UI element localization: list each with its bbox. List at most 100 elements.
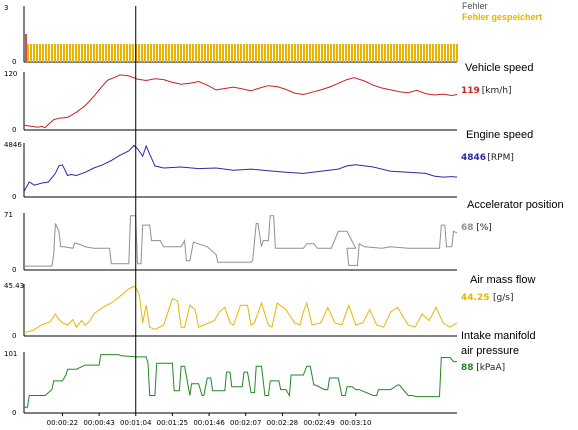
- fault-bar: [336, 44, 338, 62]
- fault-bar: [435, 44, 437, 62]
- y-tick-max: 3: [4, 4, 8, 12]
- y-tick-max: 120: [4, 70, 17, 78]
- panel-vehicle_speed: 120 0: [4, 70, 458, 134]
- fault-bar: [27, 44, 29, 62]
- fault-bar: [402, 44, 404, 62]
- fault-bar: [132, 44, 134, 62]
- fault-bar: [396, 44, 398, 62]
- fault-bar: [393, 44, 395, 62]
- fault-bar: [108, 44, 110, 62]
- fault-bar: [156, 44, 158, 62]
- fault-bar: [231, 44, 233, 62]
- fault-bar: [30, 44, 32, 62]
- fault-bar: [201, 44, 203, 62]
- fault-bar: [114, 44, 116, 62]
- y-tick-max: 71: [4, 211, 13, 219]
- fault-bar: [153, 44, 155, 62]
- x-tick-label: 00:01:25: [157, 419, 188, 427]
- channel-title: Air mass flow: [470, 274, 535, 286]
- fault-bar: [99, 44, 101, 62]
- fault-bar: [102, 44, 104, 62]
- fault-bar: [189, 44, 191, 62]
- series-line-engine_speed: [23, 144, 458, 192]
- readout-unit: [g/s]: [493, 293, 513, 303]
- x-tick-label: 00:01:04: [120, 419, 152, 427]
- fault-bar: [411, 44, 413, 62]
- y-tick-max: 101: [4, 350, 17, 358]
- fault-bar: [63, 44, 65, 62]
- fault-bar: [294, 44, 296, 62]
- fault-bar: [126, 44, 128, 62]
- fault-bar: [78, 44, 80, 62]
- fault-bar: [387, 44, 389, 62]
- fault-bar: [246, 44, 248, 62]
- fault-bar: [342, 44, 344, 62]
- y-tick-min: 0: [12, 193, 16, 201]
- fault-bar: [456, 44, 458, 62]
- fault-bar: [267, 44, 269, 62]
- fault-bar: [120, 44, 122, 62]
- legend-fehler: Fehler: [462, 1, 488, 11]
- fault-bar: [369, 44, 371, 62]
- fault-bar: [408, 44, 410, 62]
- fault-bar: [243, 44, 245, 62]
- fault-bar: [273, 44, 275, 62]
- fault-bar: [174, 44, 176, 62]
- fault-bar: [306, 44, 308, 62]
- x-tick-label: 00:00:22: [47, 419, 78, 427]
- fault-bar: [159, 44, 161, 62]
- fault-bar: [444, 44, 446, 62]
- fault-bar: [39, 44, 41, 62]
- fault-bar: [168, 44, 170, 62]
- fault-bar: [375, 44, 377, 62]
- fault-bar: [141, 44, 143, 62]
- x-tick-label: 00:01:46: [193, 419, 225, 427]
- y-tick-max: 4846: [4, 141, 22, 149]
- fault-bar: [249, 44, 251, 62]
- fault-bar: [291, 44, 293, 62]
- channel-title: Engine speed: [466, 129, 533, 141]
- fault-bar: [426, 44, 428, 62]
- fault-bar: [204, 44, 206, 62]
- fault-bar: [357, 44, 359, 62]
- fault-bar: [150, 44, 152, 62]
- time-axis: 00:00:22 00:00:43 00:01:04 00:01:25 00:01:46…: [47, 413, 371, 427]
- fault-bar: [48, 44, 50, 62]
- fault-bar: [258, 44, 260, 62]
- fault-bar: [303, 44, 305, 62]
- fault-bar: [81, 44, 83, 62]
- fault-bar: [213, 44, 215, 62]
- readout-unit: [%]: [476, 223, 492, 233]
- fault-bar: [207, 44, 209, 62]
- y-tick-min: 0: [12, 126, 16, 134]
- fault-bar: [54, 44, 56, 62]
- fault-bar: [453, 44, 455, 62]
- fault-bar: [414, 44, 416, 62]
- series-line-accelerator: [24, 215, 458, 267]
- fault-bar: [399, 44, 401, 62]
- fault-bar: [66, 44, 68, 62]
- fault-bar: [240, 44, 242, 62]
- fault-bar: [219, 44, 221, 62]
- x-tick-label: 00:02:07: [230, 419, 261, 427]
- fault-bar: [96, 44, 98, 62]
- fault-marker: [25, 34, 27, 62]
- fault-bar: [312, 44, 314, 62]
- fault-bar: [60, 44, 62, 62]
- fault-bar: [285, 44, 287, 62]
- fault-bar: [363, 44, 365, 62]
- fault-bar: [345, 44, 347, 62]
- fault-bar: [234, 44, 236, 62]
- panel-accelerator: 71 0: [4, 211, 458, 274]
- fault-bar: [90, 44, 92, 62]
- fault-bar: [210, 44, 212, 62]
- fault-bar: [195, 44, 197, 62]
- fault-bar: [198, 44, 200, 62]
- fault-bar: [309, 44, 311, 62]
- fault-bar: [441, 44, 443, 62]
- y-tick-min: 0: [12, 266, 16, 274]
- series-line-intake_pressure: [24, 354, 457, 408]
